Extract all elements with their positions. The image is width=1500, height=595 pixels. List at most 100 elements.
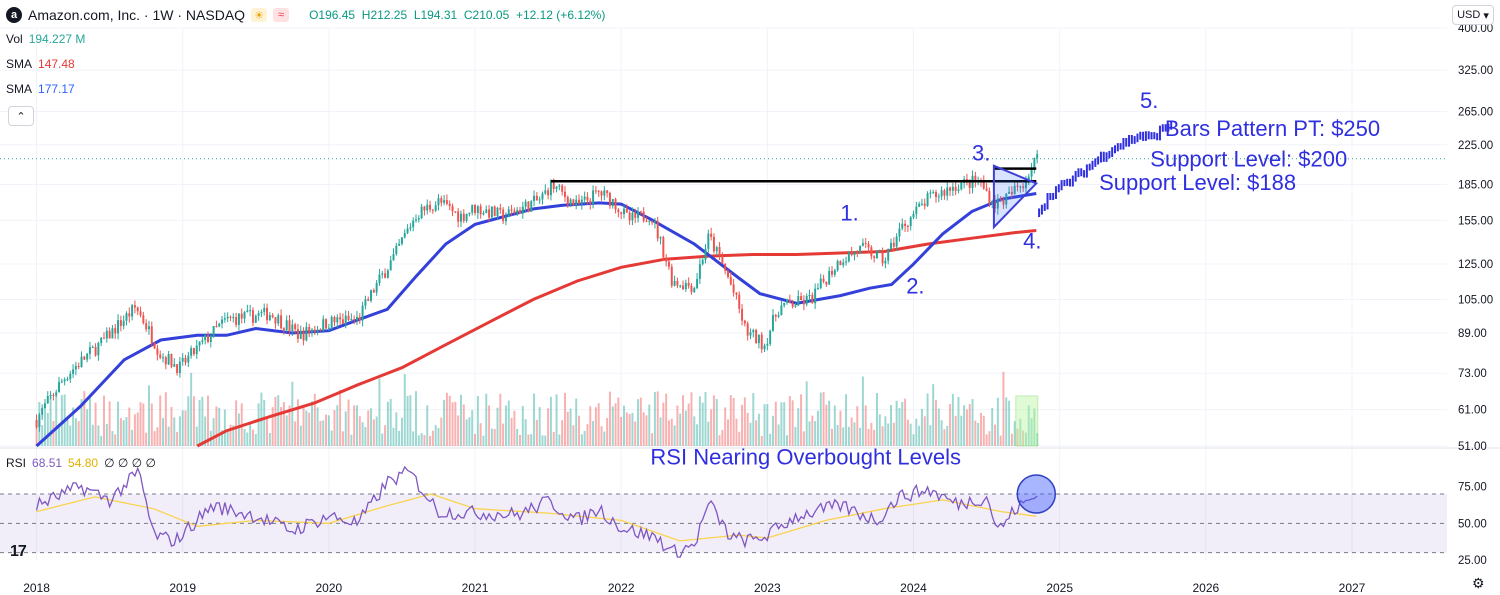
tradingview-logo-icon[interactable]: 17 [10,543,27,560]
volume-bar [988,431,991,446]
settings-gear-icon[interactable]: ⚙ [1472,575,1485,591]
volume-bar [325,414,328,446]
candle-body [465,213,468,221]
candle-body [915,206,918,214]
candle-body [325,319,328,329]
volume-bar [474,433,477,446]
price-axis-tick-label: 61.00 [1458,405,1487,417]
sma-fast-value: 177.17 [38,82,75,96]
volume-bar [965,409,968,446]
volume-bar [398,430,401,446]
candle-body [676,280,679,286]
volume-bar [642,412,645,446]
candle-body [524,201,527,207]
volume-bar [339,389,342,446]
candle-body [757,334,760,344]
candle-body [316,329,319,332]
data-delay-wave-icon[interactable]: ≈ [273,8,290,22]
volume-bar [479,423,482,446]
candle-body [153,343,156,349]
volume-bar [465,419,468,446]
volume-bar [578,415,581,446]
candle-body [128,313,131,317]
volume-bar [454,401,457,446]
candle-body [589,200,592,204]
rsi-line [35,465,1038,558]
volume-bar [906,419,909,446]
sma-fast-legend[interactable]: SMA 177.17 [6,82,75,96]
candle-body [1019,186,1022,188]
volume-bar [341,431,344,446]
candle-body [94,346,97,356]
volume-bar [985,434,988,446]
candle-body [400,237,403,244]
time-axis-tick-label: 2025 [1046,581,1073,595]
candle-body [471,204,474,213]
volume-bar [825,404,828,446]
volume-bar [648,404,651,446]
candle-body [474,204,477,213]
candle-body [884,260,887,264]
candle-body [578,199,581,204]
volume-bar [951,393,954,446]
volume-bar [195,426,198,446]
collapse-legend-button[interactable]: ⌃ [8,106,34,126]
candle-body [786,299,789,303]
currency-selector[interactable]: USD ▾ [1452,5,1494,25]
candle-body [724,263,727,271]
volume-bar [780,402,783,446]
volume-bar [670,418,673,446]
volume-bar [645,415,648,446]
volume-bar [91,424,94,446]
volume-bar [451,402,454,446]
volume-bar [333,409,336,446]
candle-body [426,204,429,211]
volume-bar [181,410,184,446]
market-hours-sun-icon[interactable]: ☀ [251,8,268,22]
volume-bar [344,411,347,446]
candle-body [859,245,862,254]
candle-body [198,341,201,346]
volume-legend[interactable]: Vol 194.227 M [6,32,85,46]
volume-bar [415,391,417,446]
candle-body [499,207,502,210]
volume-bar [549,396,552,446]
volume-bar [133,414,136,446]
candle-body [212,326,215,337]
candle-body [749,332,752,336]
volume-bar [569,408,572,446]
volume-bar [968,403,971,446]
chart-annotation-label: Bars Pattern PT: $250 [1165,116,1380,141]
volume-bar [389,398,392,446]
volume-bar [119,418,122,446]
candle-body [687,282,690,286]
candle-body [229,316,232,318]
volume-bar [167,426,170,446]
volume-bar [488,405,491,446]
candle-body [423,206,426,211]
candle-body [415,219,417,221]
volume-bar [322,420,325,446]
candle-body [684,282,687,290]
volume-bar [330,430,333,446]
volume-legend-label: Vol [6,32,23,46]
candle-body [507,209,510,218]
volume-bar [274,396,277,446]
volume-bars [35,371,1039,446]
symbol-title[interactable]: Amazon.com, Inc. · 1W · NASDAQ [28,7,246,23]
rsi-legend[interactable]: RSI 68.51 54.80 ∅ ∅ ∅ ∅ [6,456,156,470]
sma-slow-legend[interactable]: SMA 147.48 [6,57,75,71]
candle-body [752,329,755,333]
candle-body [403,233,406,238]
candle-body [370,290,373,301]
volume-bar [715,399,718,446]
candle-body [389,260,392,271]
candle-body [625,208,628,213]
candle-body [249,310,252,312]
candle-body [527,201,530,212]
volume-bar [620,417,623,446]
volume-bar [386,401,389,446]
rsi-ma-legend-value: 54.80 [68,456,99,470]
candle-body [867,243,870,248]
